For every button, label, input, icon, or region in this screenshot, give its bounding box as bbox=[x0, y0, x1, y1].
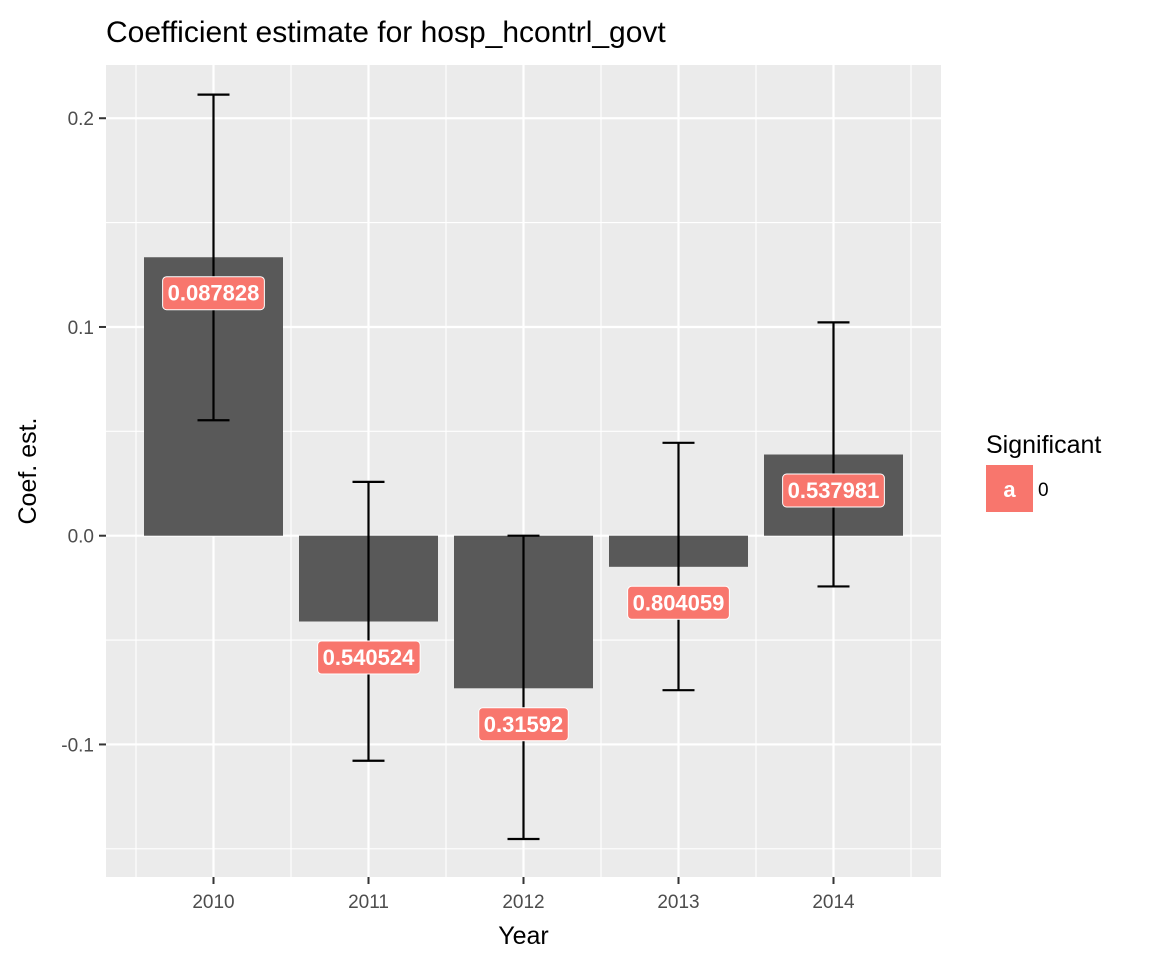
data-label-text: 0.537981 bbox=[788, 478, 880, 503]
x-tick-label: 2012 bbox=[502, 892, 544, 913]
data-label-box bbox=[317, 640, 421, 675]
legend-entry-label: 0 bbox=[1038, 480, 1049, 501]
legend-key-letter: a bbox=[1003, 477, 1016, 502]
data-label-box bbox=[782, 473, 885, 508]
data-label: 0.087828 bbox=[162, 276, 265, 311]
errorbars-layer bbox=[197, 93, 850, 841]
data-label-text: 0.31592 bbox=[484, 712, 564, 737]
y-axis: -0.1 0.0 0.1 0.2 bbox=[61, 109, 106, 756]
data-label: 0.537981 bbox=[782, 473, 885, 508]
x-tick-label: 2011 bbox=[348, 892, 389, 913]
data-label-text: 0.804059 bbox=[633, 590, 725, 615]
y-axis-title: Coef. est. bbox=[14, 418, 42, 525]
x-tick-label: 2010 bbox=[192, 892, 234, 913]
y-tick-label: -0.1 bbox=[61, 735, 94, 756]
legend: Significant a 0 bbox=[986, 431, 1101, 512]
legend-title: Significant bbox=[986, 431, 1101, 459]
y-tick-label: 0.2 bbox=[68, 109, 94, 130]
data-label-box bbox=[162, 276, 265, 311]
legend-key-swatch bbox=[986, 465, 1033, 512]
data-label-box bbox=[627, 585, 730, 620]
chart-title: Coefficient estimate for hosp_hcontrl_go… bbox=[106, 16, 666, 49]
x-tick-label: 2014 bbox=[812, 892, 855, 913]
y-tick-label: 0.1 bbox=[68, 318, 94, 339]
data-labels-layer: 0.087828 0.540524 0.31592 0.804059 0.537981 bbox=[162, 276, 885, 742]
data-label: 0.31592 bbox=[478, 707, 569, 742]
x-axis: 2010 2011 2012 2013 2014 bbox=[192, 877, 855, 913]
x-axis-title: Year bbox=[498, 922, 549, 950]
data-label-text: 0.087828 bbox=[168, 281, 260, 306]
data-label: 0.540524 bbox=[317, 640, 421, 675]
y-tick-label: 0.0 bbox=[68, 527, 94, 548]
x-tick-label: 2013 bbox=[657, 892, 699, 913]
data-label-box bbox=[478, 707, 569, 742]
data-label: 0.804059 bbox=[627, 585, 730, 620]
data-label-text: 0.540524 bbox=[323, 645, 416, 670]
